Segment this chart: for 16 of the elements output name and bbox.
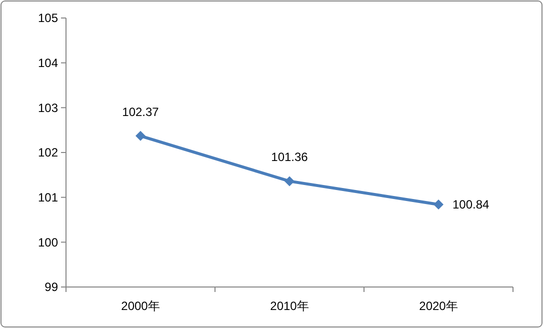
- y-tick-label: 102: [38, 146, 58, 160]
- point: [284, 176, 294, 186]
- y-tick-label: 104: [38, 56, 58, 70]
- x-tick-label: 2000年: [121, 299, 160, 313]
- y-tick-label: 103: [38, 100, 58, 115]
- y-tick-label: 100: [38, 235, 58, 250]
- point: [136, 130, 146, 141]
- data-label: 102.37: [122, 104, 160, 119]
- y-tick-label: 101: [38, 190, 58, 205]
- y-tick-label: 99: [44, 280, 58, 294]
- y-tick-label: 105: [38, 11, 58, 26]
- point: [434, 200, 444, 210]
- x-tick-label: 2020年: [419, 299, 458, 313]
- data-label: 100.84: [452, 198, 490, 212]
- data-label: 101.36: [271, 150, 308, 164]
- x-tick-label: 2010年: [270, 299, 309, 313]
